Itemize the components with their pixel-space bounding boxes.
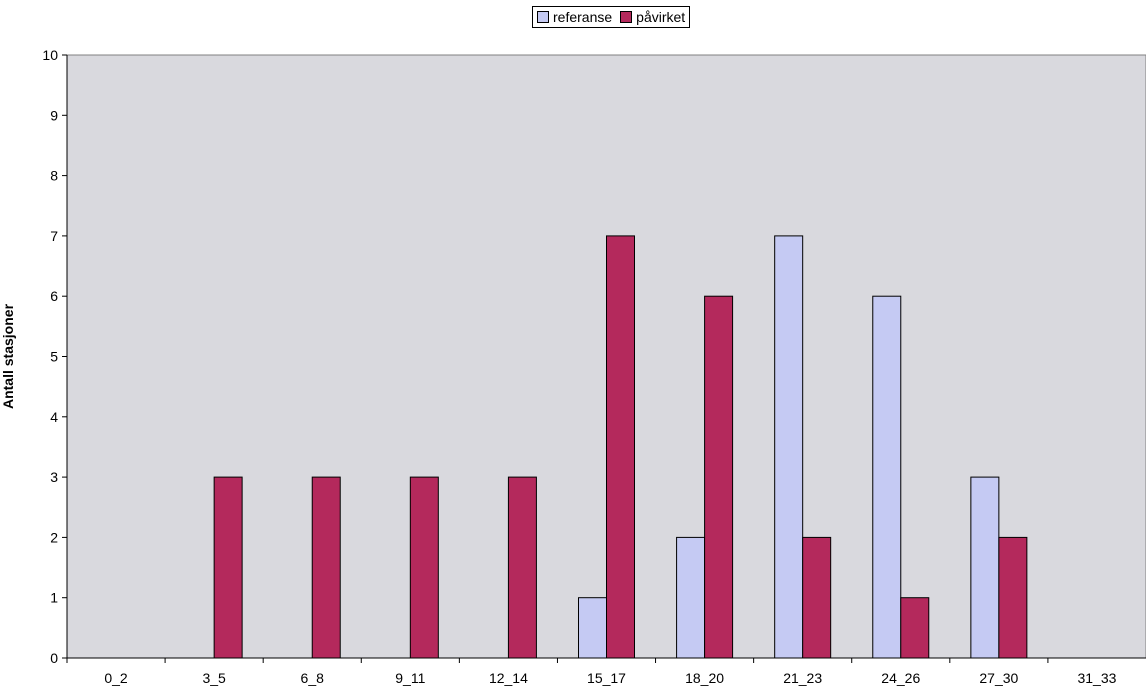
x-tick-label: 24_26	[881, 670, 920, 686]
bar-pavirket-12_14	[507, 476, 537, 659]
legend-swatch-pavirket	[620, 11, 633, 23]
bar-referanse-27_30	[970, 476, 1000, 659]
bar-pavirket-9_11	[409, 476, 439, 659]
bars	[213, 235, 1028, 659]
bar-pavirket-24_26	[900, 597, 930, 659]
x-tick-label: 12_14	[489, 670, 528, 686]
bar-referanse-21_23	[774, 235, 804, 659]
bar-pavirket-6_8	[311, 476, 341, 659]
x-tick-label: 6_8	[301, 670, 325, 686]
x-tick-label: 31_33	[1077, 670, 1116, 686]
y-tick-label: 6	[50, 288, 58, 304]
bar-pavirket-27_30	[998, 536, 1028, 659]
bar-pavirket-15_17	[606, 235, 635, 659]
y-tick-label: 8	[50, 168, 58, 184]
x-tick-label: 9_11	[395, 670, 425, 686]
x-tick-label: 0_2	[104, 670, 128, 686]
bar-referanse-24_26	[872, 295, 902, 659]
y-tick-label: 10	[42, 47, 58, 63]
y-tick-label: 1	[50, 590, 58, 606]
x-tick-label: 27_30	[979, 670, 1018, 686]
bar-pavirket-21_23	[802, 536, 832, 659]
y-tick-label: 5	[50, 349, 58, 365]
y-tick-label: 9	[50, 107, 58, 123]
x-tick-label: 21_23	[783, 670, 822, 686]
bar-referanse-15_17	[578, 597, 607, 659]
bar-referanse-18_20	[676, 536, 706, 659]
legend-label-pavirket: påvirket	[636, 9, 686, 25]
legend-swatch-referanse	[537, 11, 549, 23]
chart-legend: referanse påvirket	[532, 6, 691, 28]
y-axis-label: Antall stasjoner	[0, 303, 16, 409]
y-tick-label: 4	[50, 409, 58, 425]
y-tick-label: 3	[50, 469, 58, 485]
x-tick-label: 3_5	[202, 670, 226, 686]
legend-item-pavirket: påvirket	[620, 9, 685, 25]
x-tick-label: 18_20	[685, 670, 724, 686]
x-tick-label: 15_17	[587, 670, 626, 686]
bar-pavirket-3_5	[213, 476, 243, 659]
legend-item-referanse: referanse	[537, 9, 612, 25]
legend-label-referanse: referanse	[553, 9, 613, 25]
tick-labels: 0 1 2 3 4 5 6 7 8 9 10 0_2 3_5 6_8 9_11 12_14 15_17 18_20…	[42, 47, 1116, 686]
y-tick-label: 7	[50, 228, 58, 244]
y-tick-label: 2	[50, 529, 58, 545]
bar-pavirket-18_20	[704, 295, 734, 659]
y-tick-label: 0	[50, 650, 58, 666]
